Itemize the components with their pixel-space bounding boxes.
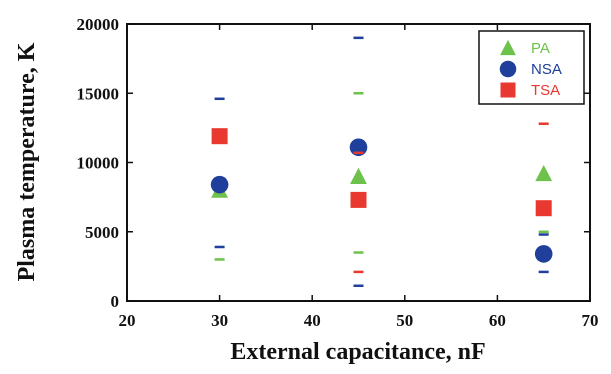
x-axis-title: External capacitance, nF	[230, 339, 485, 365]
x-tick-label: 50	[396, 311, 413, 330]
y-axis-ticks: 0 5000 10000 15000 20000	[77, 15, 590, 311]
x-axis-ticks: 20 30 40 50 60 70	[119, 24, 599, 330]
data-point-nsa	[534, 245, 553, 263]
y-tick-label: 5000	[85, 223, 119, 242]
legend-label-pa: PA	[531, 40, 550, 57]
legend-marker-pa	[500, 39, 516, 56]
y-tick-label: 20000	[77, 15, 120, 34]
data-point-tsa	[211, 128, 228, 145]
x-tick-label: 30	[211, 311, 228, 330]
y-tick-label: 15000	[77, 84, 120, 103]
data-point-tsa	[535, 200, 552, 217]
x-tick-label: 40	[304, 311, 321, 330]
legend-box	[478, 30, 585, 105]
x-tick-label: 60	[489, 311, 506, 330]
legend-label-nsa: NSA	[531, 61, 562, 78]
y-tick-label: 0	[111, 292, 120, 311]
legend-marker-tsa	[500, 82, 516, 98]
y-axis-title: Plasma temperature, K	[14, 42, 40, 281]
x-tick-label: 20	[119, 311, 136, 330]
data-point-pa	[350, 167, 367, 184]
legend: PA NSA TSA	[478, 30, 585, 105]
legend-marker-nsa	[499, 60, 517, 78]
data-point-pa	[535, 164, 553, 182]
data-point-nsa	[210, 175, 229, 194]
legend-label-tsa: TSA	[531, 82, 560, 99]
data-marks	[210, 36, 553, 288]
y-tick-label: 10000	[77, 154, 120, 173]
data-point-tsa	[350, 191, 367, 208]
x-tick-label: 70	[582, 311, 599, 330]
